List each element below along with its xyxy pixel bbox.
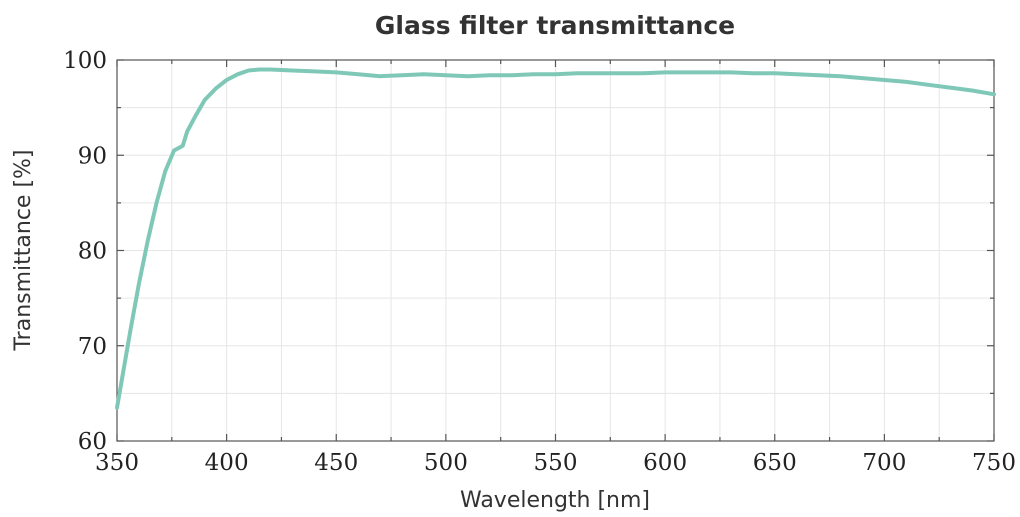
y-tick-label: 80 [78, 239, 107, 265]
x-tick-label: 550 [534, 450, 578, 476]
y-tick-label: 100 [63, 48, 107, 74]
x-tick-label: 450 [314, 450, 358, 476]
x-tick-label: 400 [205, 450, 249, 476]
x-tick-labels: 350 400 450 500 550 600 650 700 750 [95, 450, 1016, 476]
x-tick-label: 650 [753, 450, 797, 476]
x-tick-label: 600 [643, 450, 687, 476]
axis-ticks [116, 59, 995, 442]
x-tick-label: 350 [95, 450, 139, 476]
x-axis-label: Wavelength [nm] [460, 488, 650, 513]
x-tick-label: 500 [424, 450, 468, 476]
y-tick-labels: 60 70 80 90 100 [63, 48, 107, 455]
chart-title: Glass filter transmittance [375, 11, 735, 40]
y-tick-label: 60 [78, 429, 107, 455]
y-tick-label: 90 [78, 143, 107, 169]
y-tick-label: 70 [78, 334, 107, 360]
series-layer [115, 67, 996, 410]
series-line-0 [115, 67, 996, 410]
x-tick-label: 750 [972, 450, 1016, 476]
y-axis-label: Transmittance [%] [11, 149, 36, 351]
grid [116, 59, 995, 442]
x-tick-label: 700 [862, 450, 906, 476]
